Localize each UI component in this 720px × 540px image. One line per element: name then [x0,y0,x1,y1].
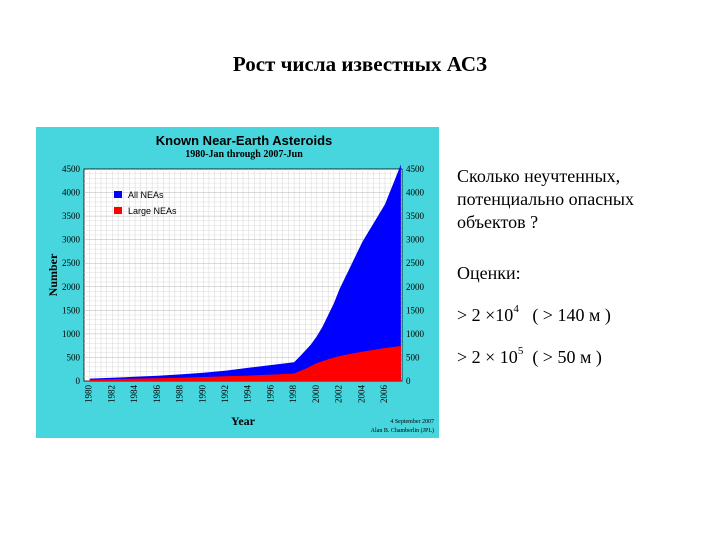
x-tick-label: 1986 [152,385,162,404]
y-tick-label: 0 [76,376,81,386]
x-tick-label: 1996 [265,385,275,404]
estimate-value: > 2 ×10 [457,305,514,325]
series-areas [89,164,401,381]
chart-title: Known Near-Earth Asteroids [156,133,333,148]
question-line: объектов ? [457,212,539,232]
question-line: потенциально опасных [457,189,634,209]
x-tick-label: 1990 [197,385,207,404]
legend-label-large-neas: Large NEAs [128,206,177,216]
question-line: Сколько неучтенных, [457,166,621,186]
y-tick-label: 1000 [62,329,81,339]
y-tick-label: 1500 [62,305,81,315]
y-tick-label-right: 1000 [406,329,425,339]
x-tick-label: 1980 [84,385,94,404]
estimates-title: Оценки: [457,263,521,283]
estimate-size: ( > 140 м ) [518,305,611,325]
axes: 0 0 500 500 1000 1000 1500 1500 2000 2000 2500 2500… [62,164,425,403]
y-tick-label-right: 4500 [406,164,425,174]
y-tick-label: 500 [67,352,81,362]
notes: Сколько неучтенных, потенциально опасных… [457,165,712,369]
y-tick-label: 4500 [62,164,81,174]
y-tick-label: 2500 [62,258,81,268]
nea-chart: Known Near-Earth Asteroids 1980-Jan thro… [46,133,434,434]
legend-label-all-neas: All NEAs [128,190,164,200]
y-tick-label-right: 0 [406,376,411,386]
legend-swatch-large-neas [114,207,122,214]
series-area-large-neas [89,345,401,381]
estimate-size: ( > 50 м ) [523,347,602,367]
estimate-line: > 2 ×104 ( > 140 м ) [457,300,712,327]
y-axis-label: Number [46,253,60,296]
credit-date: 4 September 2007 [390,419,434,425]
estimate-exponent: 4 [513,303,519,315]
x-axis-label: Year [231,414,256,428]
y-tick-label-right: 3500 [406,211,425,221]
y-tick-label: 3500 [62,211,81,221]
chart-subtitle: 1980-Jan through 2007-Jun [185,149,303,160]
y-tick-label-right: 2500 [406,258,425,268]
x-tick-label: 2000 [311,385,321,404]
x-tick-label: 1998 [288,385,298,404]
x-tick-label: 2002 [334,385,344,403]
y-tick-label-right: 500 [406,352,420,362]
credit-author: Alan B. Chamberlin (JPL) [371,427,434,434]
chart-panel: Known Near-Earth Asteroids 1980-Jan thro… [36,127,439,438]
x-tick-label: 1992 [220,385,230,403]
y-tick-label-right: 3000 [406,235,425,245]
series-area-all-neas [89,164,401,381]
y-tick-label-right: 4000 [406,188,425,198]
legend: All NEAs Large NEAs [114,190,177,216]
slide-title: Рост числа известных АСЗ [232,52,488,76]
y-tick-label-right: 1500 [406,305,425,315]
estimate-exponent: 5 [517,345,524,357]
x-tick-label: 1982 [106,385,116,403]
y-tick-label-right: 2000 [406,282,425,292]
x-tick-label: 1994 [243,385,253,404]
x-tick-label: 1984 [129,385,139,404]
legend-swatch-all-neas [114,191,122,198]
estimate-value: > 2 × 10 [457,347,518,367]
y-tick-label: 3000 [62,235,81,245]
y-tick-label: 2000 [62,282,81,292]
estimate-line: > 2 × 105 ( > 50 м ) [457,342,712,369]
y-tick-label: 4000 [62,188,81,198]
x-tick-label: 1988 [175,385,185,404]
x-tick-label: 2004 [356,385,366,404]
x-tick-label: 2006 [379,385,389,404]
